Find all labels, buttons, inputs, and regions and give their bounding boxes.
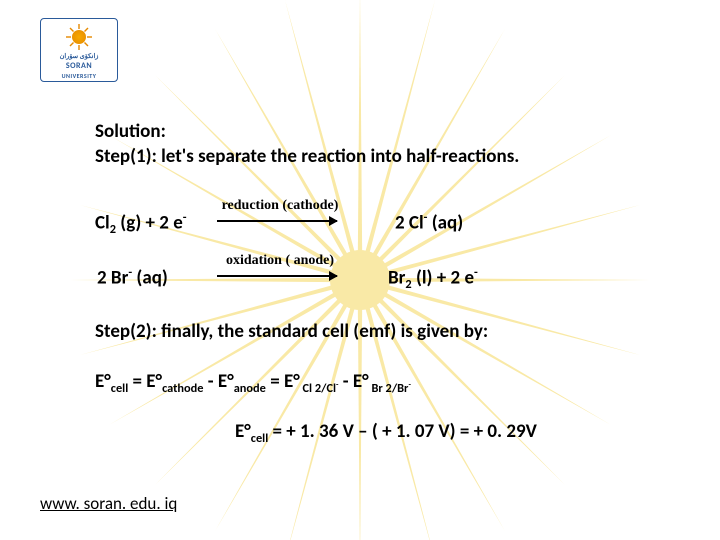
formula-line: E°cell = E°cathode - E°anode = E° Cl 2/C…	[95, 370, 411, 396]
reaction1-left: Cl2 (g) + 2 e-	[95, 210, 187, 237]
reaction2-left: 2 Br- (aq)	[97, 265, 168, 289]
result-line: E°cell = + 1. 36 V – ( + 1. 07 V) = + 0.…	[235, 420, 537, 446]
oxidation-label: oxidation ( anode)	[215, 253, 345, 269]
reduction-label: reduction (cathode)	[215, 198, 345, 214]
reaction2-right: Br2 (l) + 2 e-	[388, 265, 478, 292]
slide-content: Solution: Step(1): let's separate the re…	[0, 0, 720, 540]
arrow-oxidation-icon	[217, 275, 337, 277]
arrow-reduction-icon	[217, 220, 337, 222]
step2-text: Step(2): finally, the standard cell (emf…	[95, 320, 488, 343]
heading-solution: Solution:	[95, 120, 166, 143]
reaction1-right: 2 Cl- (aq)	[395, 210, 463, 234]
step1-text: Step(1): let's separate the reaction int…	[95, 145, 519, 168]
